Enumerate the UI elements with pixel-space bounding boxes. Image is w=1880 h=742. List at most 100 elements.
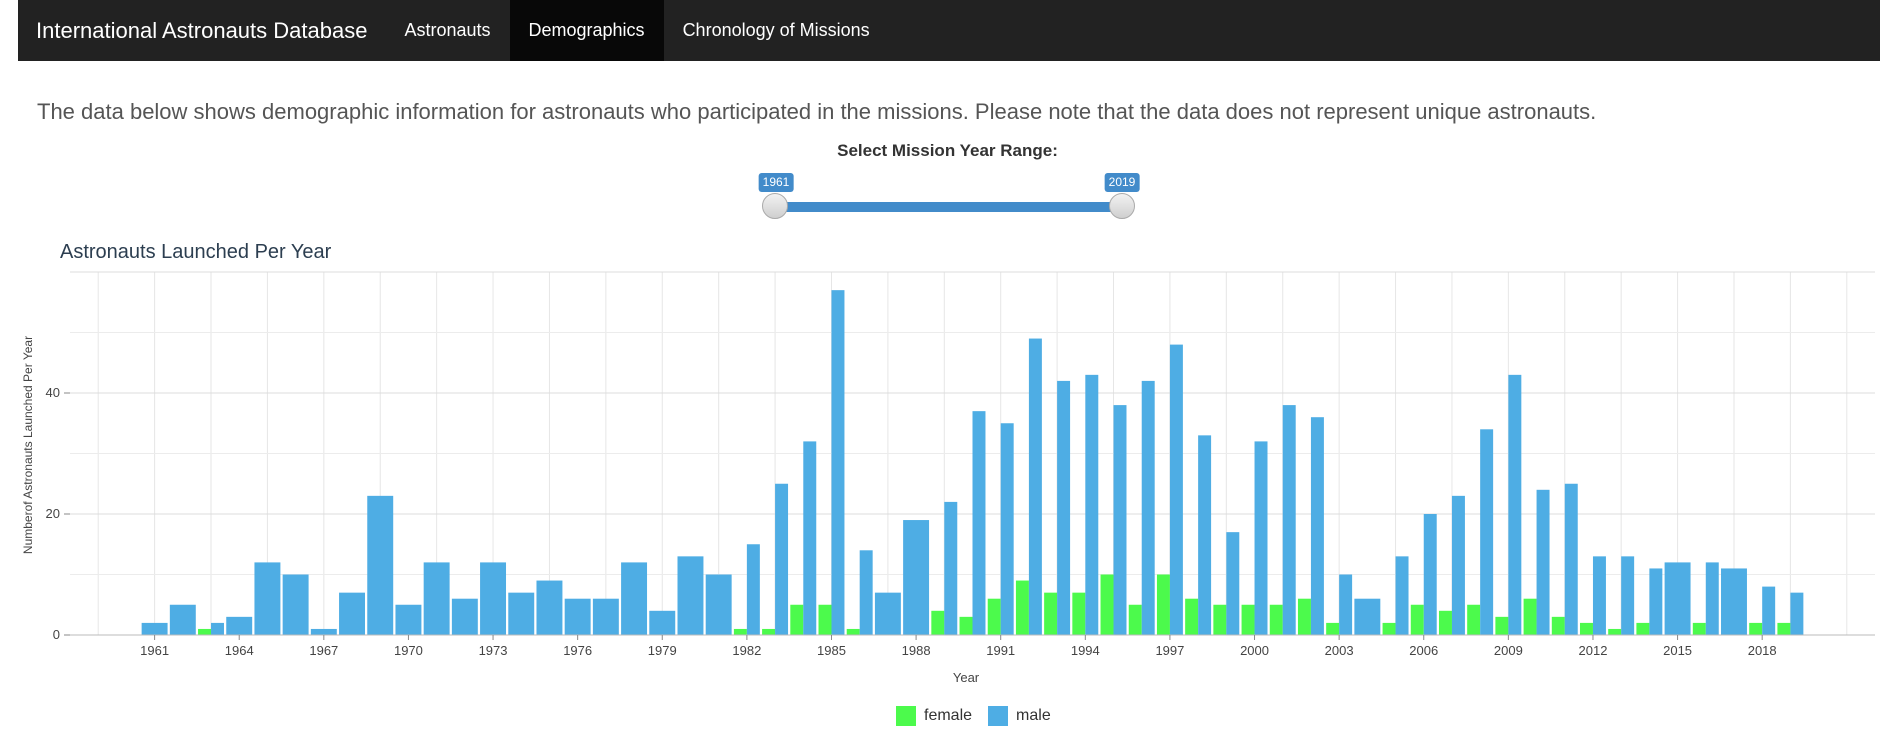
bar-male[interactable]	[1592, 556, 1606, 635]
bar-male[interactable]	[395, 604, 422, 635]
bar-female[interactable]	[790, 604, 804, 635]
bar-male[interactable]	[705, 574, 732, 636]
bar-female[interactable]	[1551, 616, 1565, 635]
bar-male[interactable]	[1028, 338, 1042, 635]
bar-male[interactable]	[1141, 380, 1155, 635]
bar-male[interactable]	[1664, 562, 1691, 635]
bar-male[interactable]	[803, 441, 817, 635]
bar-female[interactable]	[1128, 604, 1142, 635]
bar-male[interactable]	[310, 628, 337, 635]
tab-chronology-of-missions[interactable]: Chronology of Missions	[682, 20, 870, 40]
bar-female[interactable]	[931, 610, 945, 635]
bar-male[interactable]	[592, 598, 619, 635]
bar-female[interactable]	[1015, 580, 1029, 635]
bar-female[interactable]	[198, 628, 212, 635]
bar-male[interactable]	[1423, 514, 1437, 635]
bar-female[interactable]	[1382, 622, 1396, 635]
bar-male[interactable]	[367, 495, 394, 635]
bar-female[interactable]	[1608, 628, 1622, 635]
bar-male[interactable]	[1085, 374, 1099, 635]
bar-male[interactable]	[1564, 483, 1578, 635]
bar-female[interactable]	[1213, 604, 1227, 635]
bar-female[interactable]	[1692, 622, 1706, 635]
bar-female[interactable]	[1495, 616, 1509, 635]
bar-male[interactable]	[1480, 429, 1494, 635]
tab-astronauts[interactable]: Astronauts	[404, 20, 491, 40]
bar-male[interactable]	[1282, 405, 1296, 635]
bar-male[interactable]	[1354, 598, 1381, 635]
tab-demographics[interactable]: Demographics	[509, 0, 664, 61]
bar-male[interactable]	[1057, 380, 1071, 635]
bar-female[interactable]	[846, 628, 860, 635]
bar-male[interactable]	[451, 598, 478, 635]
bar-male[interactable]	[1226, 532, 1240, 635]
bar-male[interactable]	[972, 411, 986, 635]
slider-min-handle[interactable]	[762, 193, 788, 219]
bar-male[interactable]	[831, 290, 845, 635]
bar-male[interactable]	[649, 610, 676, 635]
bar-male[interactable]	[254, 562, 281, 635]
bar-male[interactable]	[775, 483, 789, 635]
bar-female[interactable]	[1044, 592, 1058, 635]
bar-male[interactable]	[1762, 586, 1776, 635]
bar-male[interactable]	[677, 556, 704, 635]
bar-male[interactable]	[1705, 562, 1719, 635]
bar-male[interactable]	[1339, 574, 1353, 636]
slider-max-handle[interactable]	[1109, 193, 1135, 219]
bar-female[interactable]	[1156, 574, 1170, 636]
bar-female[interactable]	[959, 616, 973, 635]
bar-male[interactable]	[1113, 405, 1127, 635]
bar-male[interactable]	[1790, 592, 1804, 635]
bar-male[interactable]	[1169, 344, 1183, 635]
bar-male[interactable]	[621, 562, 648, 635]
bar-male[interactable]	[141, 622, 168, 635]
bar-male[interactable]	[1721, 568, 1747, 635]
bar-female[interactable]	[818, 604, 832, 635]
bar-male[interactable]	[1508, 374, 1522, 635]
bar-female[interactable]	[733, 628, 747, 635]
bar-male[interactable]	[339, 592, 366, 635]
bar-female[interactable]	[1438, 610, 1452, 635]
bar-female[interactable]	[762, 628, 776, 635]
bar-male[interactable]	[746, 544, 760, 635]
bar-female[interactable]	[1297, 598, 1311, 635]
bar-female[interactable]	[1326, 622, 1340, 635]
bar-female[interactable]	[1777, 622, 1791, 635]
bar-male[interactable]	[1310, 417, 1324, 635]
bar-male[interactable]	[564, 598, 591, 635]
bar-male[interactable]	[1536, 489, 1550, 635]
bar-female[interactable]	[1269, 604, 1283, 635]
bar-female[interactable]	[1579, 622, 1593, 635]
bar-female[interactable]	[1523, 598, 1537, 635]
bar-female[interactable]	[1749, 622, 1763, 635]
bar-male[interactable]	[1000, 423, 1014, 635]
bar-male[interactable]	[480, 562, 507, 635]
bar-male[interactable]	[1254, 441, 1268, 635]
bar-male[interactable]	[859, 550, 873, 635]
legend-item-male[interactable]: male	[988, 706, 1051, 726]
legend-item-female[interactable]: female	[896, 706, 972, 726]
bar-male[interactable]	[1198, 435, 1212, 635]
bar-female[interactable]	[987, 598, 1001, 635]
bar-female[interactable]	[1467, 604, 1481, 635]
bar-male[interactable]	[874, 592, 901, 635]
bar-male[interactable]	[226, 616, 253, 635]
app-brand[interactable]: International Astronauts Database	[36, 17, 368, 43]
bar-female[interactable]	[1072, 592, 1086, 635]
bar-female[interactable]	[1185, 598, 1199, 635]
bar-male[interactable]	[903, 520, 930, 635]
bar-male[interactable]	[508, 592, 535, 635]
bar-male[interactable]	[423, 562, 450, 635]
bar-male[interactable]	[1451, 495, 1465, 635]
bar-male[interactable]	[536, 580, 563, 635]
bar-male[interactable]	[211, 622, 224, 635]
bar-male[interactable]	[1395, 556, 1409, 635]
bar-male[interactable]	[944, 501, 958, 635]
bar-female[interactable]	[1636, 622, 1650, 635]
bar-female[interactable]	[1241, 604, 1255, 635]
bar-male[interactable]	[169, 604, 196, 635]
bar-female[interactable]	[1100, 574, 1114, 636]
bar-female[interactable]	[1410, 604, 1424, 635]
bar-male[interactable]	[1649, 568, 1663, 635]
bar-male[interactable]	[282, 574, 309, 636]
